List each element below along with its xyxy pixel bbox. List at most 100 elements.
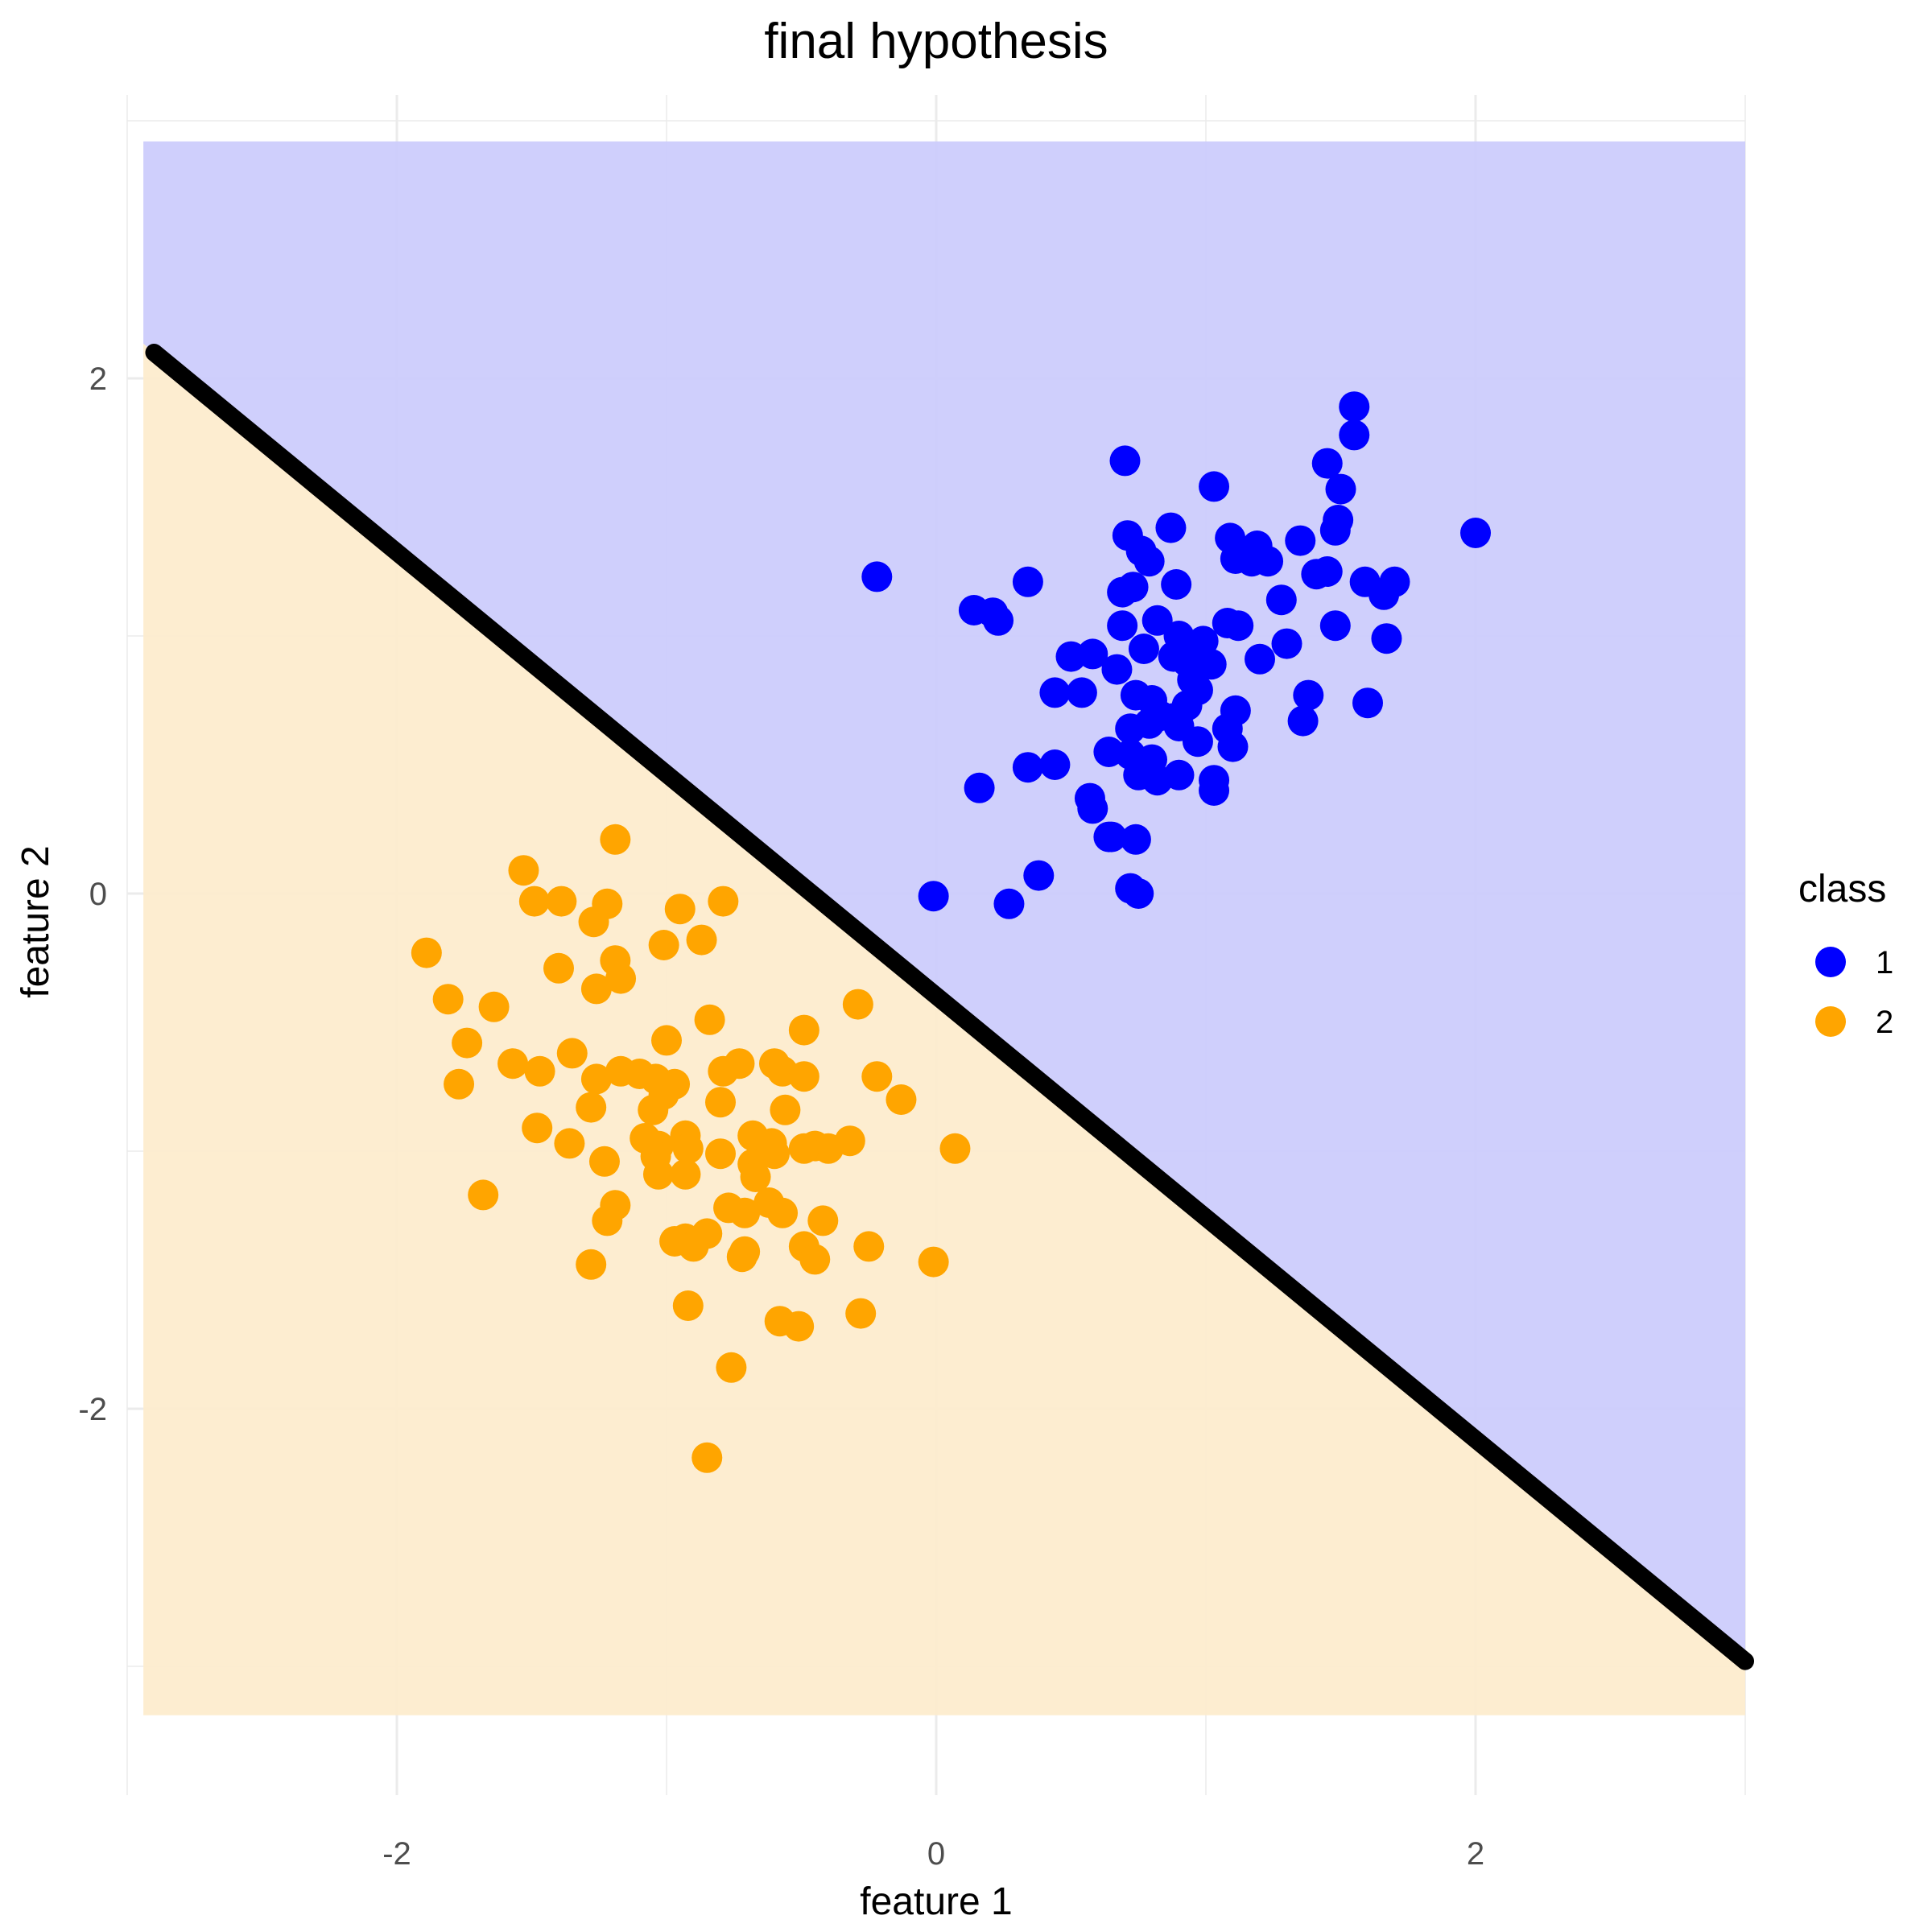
data-point-class-1 — [1133, 546, 1165, 577]
data-point-class-1 — [1023, 860, 1055, 891]
data-point-class-2 — [678, 1231, 709, 1262]
data-point-class-1 — [1012, 566, 1043, 597]
data-point-class-2 — [411, 937, 442, 968]
data-point-class-1 — [1039, 677, 1071, 708]
legend-label-class-2: 2 — [1876, 1005, 1893, 1040]
data-point-class-2 — [845, 1298, 877, 1329]
data-point-class-1 — [1339, 419, 1370, 451]
data-point-class-2 — [478, 991, 510, 1022]
data-point-class-1 — [1271, 628, 1302, 659]
data-point-class-2 — [691, 1442, 723, 1473]
decision-boundary-line — [145, 344, 1754, 1670]
data-point-class-2 — [664, 894, 696, 925]
data-point-class-1 — [1217, 731, 1249, 762]
data-point-class-2 — [708, 1055, 739, 1087]
data-point-class-1 — [1339, 391, 1370, 423]
data-point-class-2 — [642, 1158, 674, 1190]
data-point-class-2 — [770, 1094, 801, 1125]
data-points — [411, 391, 1491, 1473]
legend-swatch-class-1 — [1815, 947, 1846, 977]
data-point-class-1 — [1287, 705, 1319, 737]
legend-swatch-class-2 — [1815, 1006, 1846, 1037]
data-point-class-2 — [726, 1241, 758, 1273]
data-point-class-1 — [1223, 610, 1254, 642]
data-point-class-2 — [788, 1014, 819, 1046]
data-point-class-2 — [842, 989, 873, 1020]
data-point-class-2 — [580, 1063, 612, 1095]
y-tick-label: 0 — [89, 877, 107, 912]
decision-regions — [143, 141, 1746, 1715]
data-point-class-2 — [588, 1146, 620, 1177]
data-point-class-2 — [740, 1162, 771, 1192]
y-tick-labels: 2 0 -2 — [78, 361, 107, 1427]
data-point-class-2 — [807, 1205, 839, 1236]
data-point-class-2 — [788, 1061, 819, 1092]
data-point-class-1 — [1319, 514, 1351, 546]
data-point-class-2 — [670, 1158, 701, 1190]
y-axis-title: feature 2 — [14, 845, 57, 997]
data-point-class-2 — [468, 1179, 499, 1211]
x-tick-label: 2 — [1467, 1836, 1484, 1872]
data-point-class-1 — [1039, 749, 1071, 780]
data-point-class-2 — [861, 1061, 893, 1092]
data-point-class-1 — [1371, 623, 1402, 654]
data-point-class-2 — [600, 824, 631, 855]
data-point-class-2 — [767, 1197, 799, 1228]
data-point-class-1 — [861, 561, 893, 592]
data-point-class-2 — [694, 1004, 725, 1035]
data-point-class-2 — [672, 1290, 704, 1321]
data-point-class-1 — [964, 772, 995, 803]
data-point-class-1 — [1253, 546, 1284, 577]
data-point-class-2 — [708, 886, 739, 917]
data-point-class-1 — [1123, 878, 1154, 909]
data-point-class-2 — [939, 1133, 971, 1164]
data-point-class-2 — [716, 1352, 747, 1383]
data-point-class-1 — [1187, 625, 1219, 657]
data-point-class-2 — [576, 1249, 607, 1280]
data-point-class-1 — [1077, 793, 1108, 824]
legend-title: class — [1798, 868, 1886, 910]
data-point-class-2 — [605, 963, 637, 994]
data-point-class-1 — [1311, 448, 1343, 479]
data-point-class-2 — [508, 855, 539, 886]
data-point-class-2 — [886, 1084, 917, 1115]
data-point-class-1 — [1368, 579, 1400, 610]
data-point-class-2 — [578, 906, 609, 938]
data-point-class-2 — [576, 1092, 607, 1123]
data-point-class-1 — [1141, 605, 1173, 636]
x-axis-title: feature 1 — [860, 1880, 1012, 1923]
legend: class 12 — [1798, 868, 1893, 1040]
x-tick-labels: -2 0 2 — [382, 1836, 1484, 1872]
legend-items: 12 — [1815, 945, 1893, 1040]
data-point-class-2 — [783, 1311, 815, 1342]
data-point-class-1 — [1096, 821, 1127, 852]
data-point-class-1 — [1311, 556, 1343, 587]
data-point-class-1 — [1265, 584, 1297, 616]
data-point-class-1 — [1352, 687, 1383, 719]
data-point-class-1 — [1107, 610, 1138, 642]
data-point-class-2 — [580, 973, 612, 1005]
data-point-class-1 — [1120, 824, 1151, 855]
data-point-class-2 — [432, 984, 464, 1015]
data-point-class-2 — [522, 1113, 553, 1144]
data-point-class-2 — [444, 1068, 475, 1100]
data-point-class-1 — [1109, 445, 1141, 477]
data-point-class-1 — [1319, 610, 1351, 642]
data-point-class-2 — [705, 1138, 736, 1170]
data-point-class-2 — [554, 1128, 585, 1159]
data-point-class-1 — [1325, 473, 1356, 505]
legend-label-class-1: 1 — [1876, 945, 1893, 980]
data-point-class-2 — [788, 1133, 819, 1164]
data-point-class-2 — [592, 1205, 623, 1236]
data-point-class-1 — [1245, 643, 1275, 675]
data-point-class-1 — [1077, 638, 1108, 670]
data-point-class-1 — [1293, 679, 1324, 711]
data-point-class-2 — [686, 924, 717, 956]
x-tick-label: 0 — [927, 1836, 945, 1872]
data-point-class-2 — [546, 886, 577, 917]
data-point-class-1 — [1115, 713, 1146, 745]
data-point-class-1 — [993, 888, 1025, 919]
data-point-class-2 — [497, 1048, 529, 1080]
chart-title: final hypothesis — [764, 14, 1108, 69]
